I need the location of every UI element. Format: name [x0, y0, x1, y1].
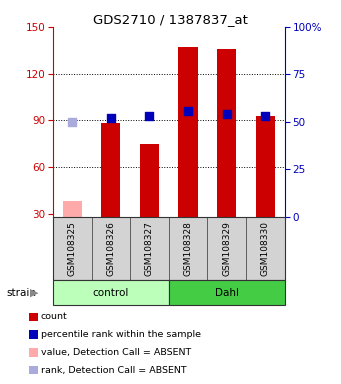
Bar	[91, 217, 130, 280]
Text: control: control	[93, 288, 129, 298]
Text: value, Detection Call = ABSENT: value, Detection Call = ABSENT	[41, 348, 191, 357]
Point	[108, 115, 114, 121]
Text: GSM108329: GSM108329	[222, 221, 231, 276]
Bar	[178, 47, 198, 217]
Point	[70, 119, 75, 125]
Bar	[53, 217, 91, 280]
Text: count: count	[41, 312, 68, 321]
Text: GDS2710 / 1387837_at: GDS2710 / 1387837_at	[93, 13, 248, 26]
Text: GSM108326: GSM108326	[106, 221, 115, 276]
Text: Dahl: Dahl	[215, 288, 239, 298]
Text: percentile rank within the sample: percentile rank within the sample	[41, 330, 201, 339]
Text: rank, Detection Call = ABSENT: rank, Detection Call = ABSENT	[41, 366, 187, 375]
Text: GSM108330: GSM108330	[261, 221, 270, 276]
Bar	[140, 144, 159, 217]
Text: GSM108325: GSM108325	[68, 221, 77, 276]
Text: strain: strain	[7, 288, 37, 298]
Bar	[169, 280, 285, 305]
Bar	[53, 280, 169, 305]
Bar	[207, 217, 246, 280]
Bar	[130, 217, 169, 280]
Bar	[246, 217, 285, 280]
Point	[147, 113, 152, 119]
Bar	[62, 201, 82, 217]
Bar	[256, 116, 275, 217]
Bar	[169, 217, 207, 280]
Text: GSM108328: GSM108328	[183, 221, 193, 276]
Text: GSM108327: GSM108327	[145, 221, 154, 276]
Point	[263, 113, 268, 119]
Point	[224, 111, 229, 118]
Bar	[217, 49, 236, 217]
Bar	[101, 124, 120, 217]
Point	[186, 108, 191, 114]
Text: ▶: ▶	[30, 288, 38, 298]
